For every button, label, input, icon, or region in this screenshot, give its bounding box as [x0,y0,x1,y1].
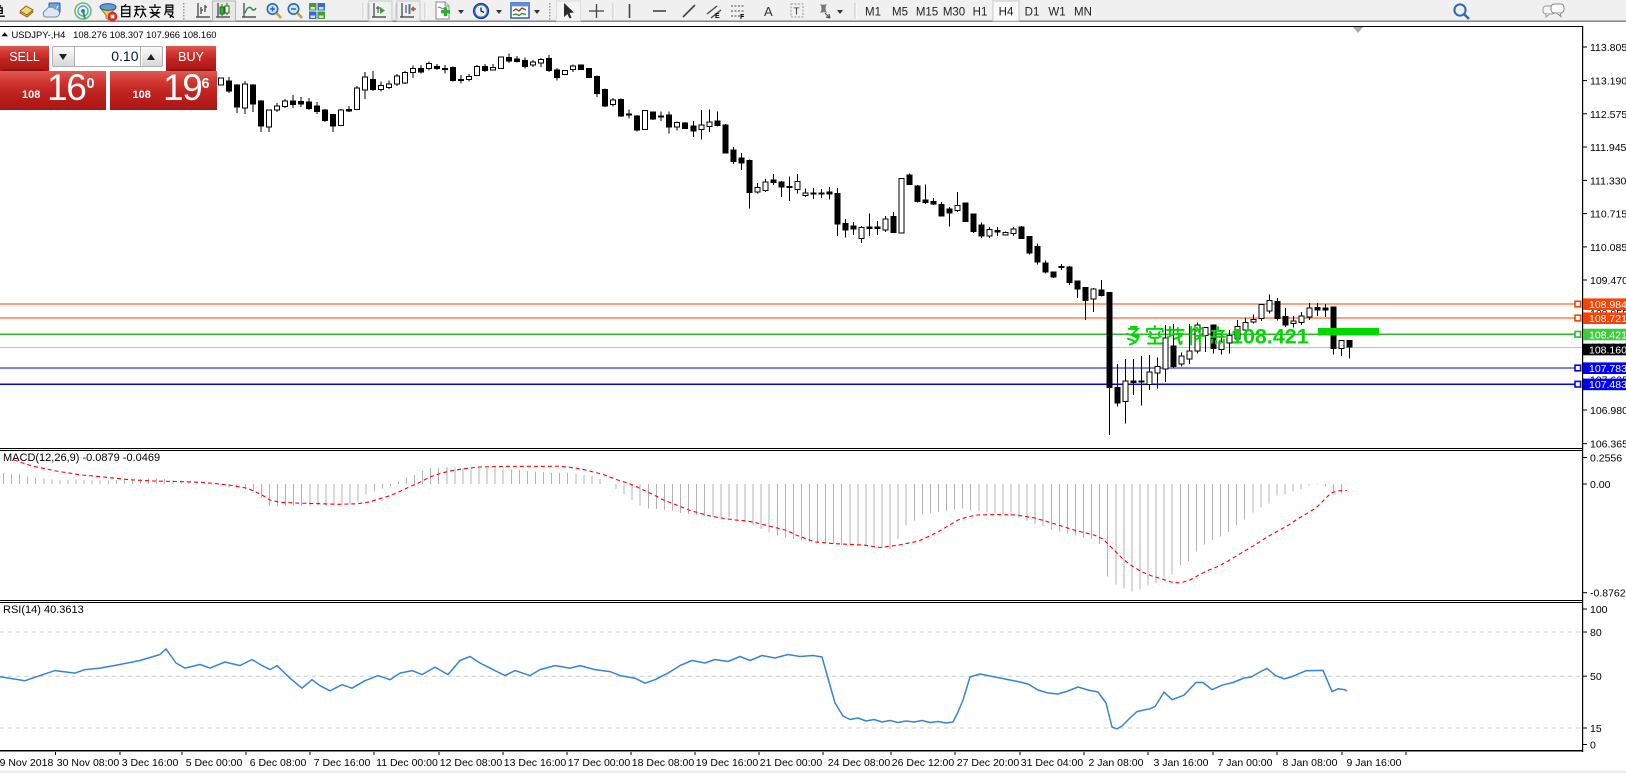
svg-text:USDJPY-,H4 108.276 108.307 1: USDJPY-,H4 108.276 108.307 107.966 108.1… [12,29,217,40]
svg-text:M5: M5 [892,7,908,19]
svg-text:108.160: 108.160 [1589,344,1626,356]
svg-text:F: F [740,14,745,21]
svg-text:112.575: 112.575 [1590,109,1626,121]
svg-text:M15: M15 [916,7,938,19]
svg-text:21 Dec 00:00: 21 Dec 00:00 [760,757,823,769]
svg-text:3 Jan 16:00: 3 Jan 16:00 [1154,757,1209,769]
svg-text:50: 50 [1590,671,1602,683]
svg-text:19 Dec 16:00: 19 Dec 16:00 [696,757,759,769]
svg-text:0: 0 [1590,740,1596,752]
svg-text:RSI(14) 40.3613: RSI(14) 40.3613 [3,604,84,616]
svg-text:110.085: 110.085 [1590,242,1626,254]
svg-text:7 Jan 00:00: 7 Jan 00:00 [1218,757,1273,769]
svg-text:12 Dec 08:00: 12 Dec 08:00 [440,757,503,769]
svg-text:W1: W1 [1048,7,1065,19]
svg-text:17 Dec 00:00: 17 Dec 00:00 [568,757,631,769]
svg-text:M30: M30 [943,7,965,19]
svg-text:T: T [794,7,800,18]
svg-text:24 Dec 08:00: 24 Dec 08:00 [828,757,891,769]
svg-text:A: A [764,4,773,19]
svg-text:2 Jan 08:00: 2 Jan 08:00 [1089,757,1144,769]
svg-text:5 Dec 00:00: 5 Dec 00:00 [186,757,243,769]
svg-text:29 Nov 2018: 29 Nov 2018 [0,757,53,769]
svg-text:6 Dec 08:00: 6 Dec 08:00 [250,757,307,769]
svg-text:26 Dec 12:00: 26 Dec 12:00 [892,757,955,769]
svg-text:107.483: 107.483 [1589,379,1626,391]
svg-text:3 Dec 16:00: 3 Dec 16:00 [122,757,179,769]
svg-text:31 Dec 04:00: 31 Dec 04:00 [1021,757,1084,769]
svg-text:E: E [715,13,720,20]
svg-text:108.421: 108.421 [1589,329,1626,341]
svg-text:18 Dec 08:00: 18 Dec 08:00 [632,757,695,769]
svg-text:110.715: 110.715 [1590,209,1626,221]
svg-text:107.783: 107.783 [1589,363,1626,375]
svg-text:8 Jan 08:00: 8 Jan 08:00 [1283,757,1338,769]
svg-text:H1: H1 [973,7,988,19]
svg-text:13 Dec 16:00: 13 Dec 16:00 [504,757,567,769]
svg-text:27 Dec 20:00: 27 Dec 20:00 [957,757,1020,769]
svg-text:7 Dec 16:00: 7 Dec 16:00 [314,757,371,769]
svg-text:108.984: 108.984 [1589,299,1626,311]
svg-text:MACD(12,26,9) -0.0879 -0.0469: MACD(12,26,9) -0.0879 -0.0469 [3,452,160,464]
svg-text:100: 100 [1590,604,1608,616]
svg-text:109.470: 109.470 [1590,275,1626,287]
svg-text:108.721: 108.721 [1589,313,1626,325]
svg-text:108.421: 108.421 [1231,325,1309,349]
svg-text:30 Nov 08:00: 30 Nov 08:00 [57,757,120,769]
svg-text:15: 15 [1590,723,1602,735]
svg-text:0.00: 0.00 [1590,479,1611,491]
svg-text:106.980: 106.980 [1590,405,1626,417]
svg-text:106.365: 106.365 [1590,439,1626,451]
svg-text:0.2556: 0.2556 [1590,453,1622,465]
svg-text:H4: H4 [999,7,1014,19]
svg-text:D1: D1 [1025,7,1040,19]
svg-text:111.330: 111.330 [1590,175,1626,187]
svg-text:113.190: 113.190 [1590,76,1626,88]
svg-text:MN: MN [1074,7,1092,19]
svg-text:11 Dec 00:00: 11 Dec 00:00 [376,757,438,769]
svg-text:M1: M1 [865,7,881,19]
svg-text:80: 80 [1590,627,1602,639]
svg-text:-0.8762: -0.8762 [1590,588,1626,600]
svg-text:9 Jan 16:00: 9 Jan 16:00 [1347,757,1402,769]
svg-text:113.805: 113.805 [1590,42,1626,54]
svg-text:111.945: 111.945 [1590,142,1626,154]
